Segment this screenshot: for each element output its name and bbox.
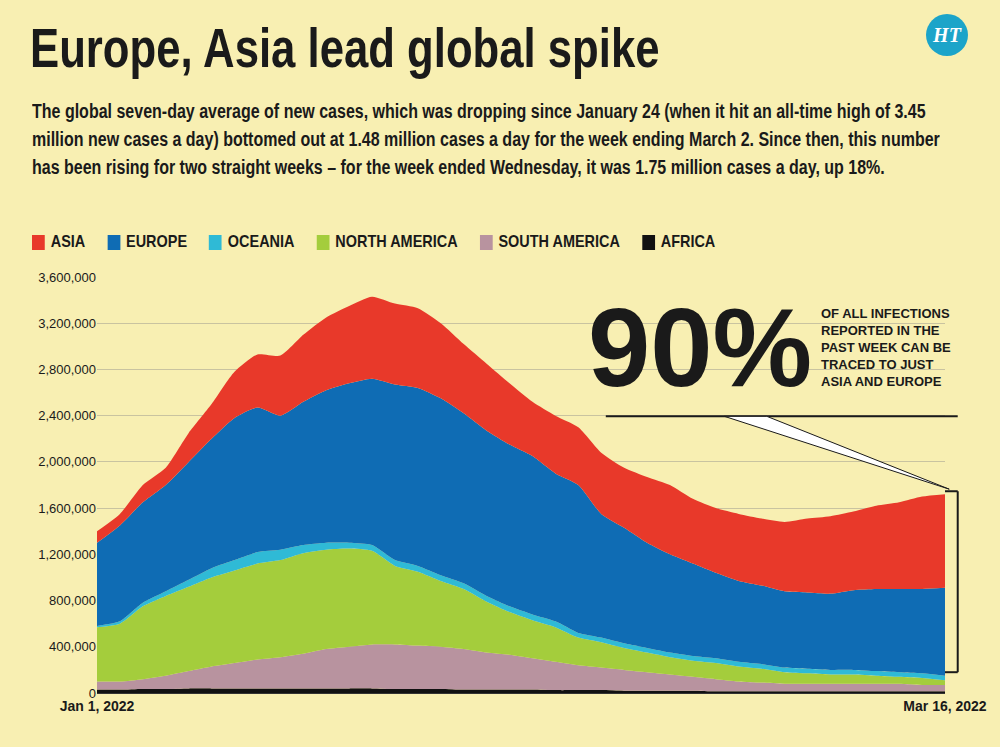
html-text:ASIA: ASIA [50,232,86,251]
html-text:Europe, Asia lead global spike: Europe, Asia lead global spike [30,16,660,79]
svg-text:Mar 16, 2022: Mar 16, 2022 [903,698,986,714]
html-text:OCEANIA: OCEANIA [227,232,295,251]
html-text:AFRICA: AFRICA [660,232,716,251]
html-text:NORTH AMERICA: NORTH AMERICA [335,232,458,251]
html-text:The global seven-day average o: The global seven-day average of new case… [32,100,940,178]
html-text:HT: HT [933,24,961,46]
svg-text:2,400,000: 2,400,000 [38,408,96,423]
svg-text:1,600,000: 1,600,000 [38,501,96,516]
html-text:SOUTH AMERICA: SOUTH AMERICA [498,232,620,251]
svg-text:Jan 1, 2022: Jan 1, 2022 [60,698,135,714]
svg-text:90%: 90% [588,285,812,410]
svg-text:OF ALL INFECTIONSREPORTED IN T: OF ALL INFECTIONSREPORTED IN THEPAST WEE… [821,306,951,389]
svg-text:0: 0 [89,686,96,701]
svg-text:2,800,000: 2,800,000 [38,362,96,377]
svg-text:400,000: 400,000 [49,639,96,654]
svg-text:3,200,000: 3,200,000 [38,316,96,331]
svg-text:3,600,000: 3,600,000 [38,270,96,285]
svg-text:2,000,000: 2,000,000 [38,454,96,469]
svg-text:800,000: 800,000 [49,593,96,608]
html-text:EUROPE: EUROPE [126,232,188,251]
svg-text:1,200,000: 1,200,000 [38,547,96,562]
